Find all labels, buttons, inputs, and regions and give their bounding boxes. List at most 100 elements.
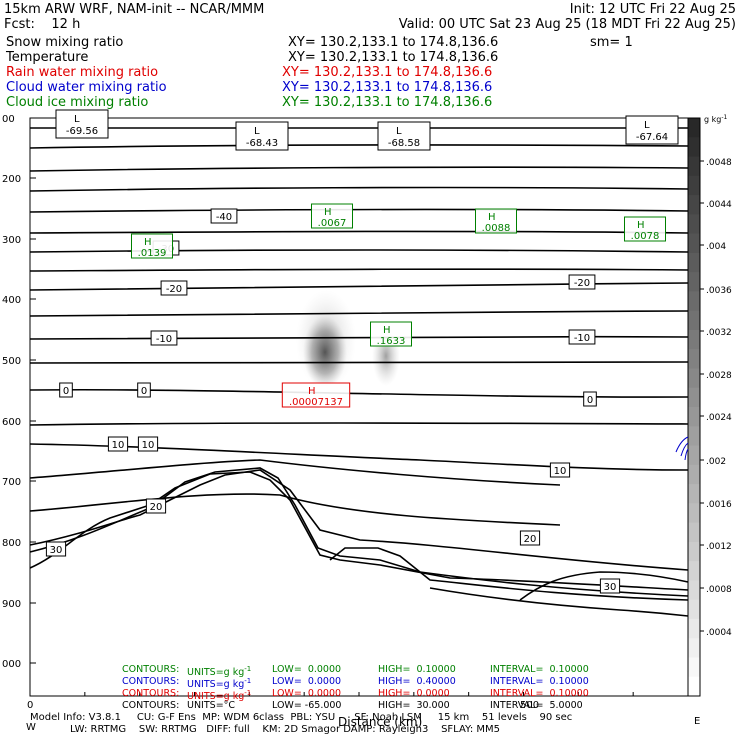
- max-value-letter: H: [308, 386, 316, 397]
- min-value-label: -67.64: [636, 132, 668, 143]
- direction-east: E: [694, 716, 700, 727]
- max-value-label: .00007137: [289, 397, 343, 408]
- max-value-label: .0139: [138, 248, 167, 259]
- colorbar-band: [688, 599, 700, 620]
- isotherm-label: 20: [150, 502, 163, 513]
- colorbar-band: [688, 387, 700, 408]
- field-name: Cloud water mixing ratio: [6, 80, 167, 95]
- field-xy: XY= 130.2,133.1 to 174.8,136.6: [288, 50, 499, 65]
- colorbar-band: [688, 291, 700, 312]
- field-xy: XY= 130.2,133.1 to 174.8,136.6: [282, 95, 493, 110]
- max-value-box: [370, 321, 412, 347]
- colorbar-band: [688, 676, 700, 697]
- contour-info-units: UNITS=g kg-1: [187, 689, 252, 703]
- contour-info-interval: INTERVAL= 0.10000: [490, 676, 589, 687]
- colorbar-band: [688, 561, 700, 581]
- min-value-letter: L: [644, 120, 650, 131]
- max-value-letter: H: [637, 220, 645, 231]
- y-tick-label: 600: [2, 417, 21, 428]
- min-value-box: [235, 121, 289, 151]
- max-value-box: [475, 208, 517, 234]
- colorbar-frame: [687, 117, 701, 697]
- colorbar-band: [688, 445, 700, 466]
- footer-physics: LW: RRTMG SW: RRTMG DIFF: full KM: 2D Sm…: [70, 724, 500, 735]
- y-tick-label: 800: [2, 538, 21, 549]
- y-tick-label: 900: [2, 599, 21, 610]
- isotherm-label: 10: [554, 466, 567, 477]
- isotherm-label: 0: [141, 386, 147, 397]
- colorbar-band: [688, 156, 700, 177]
- isotherm-label: -20: [574, 278, 590, 289]
- min-value-label: -69.56: [66, 126, 98, 137]
- max-value-box: [311, 203, 353, 229]
- colorbar-tick-label: .0012: [706, 542, 732, 552]
- colorbar-band: [688, 464, 700, 485]
- cloud-water-contour: [680, 442, 689, 457]
- isotherm-line: [29, 166, 689, 172]
- contour-info-interval: INTERVAL= 0.10000: [490, 664, 589, 675]
- isotherm-label-box: [549, 462, 571, 478]
- unit-exponent: -1: [244, 665, 252, 673]
- isotherm-label-box: [145, 498, 167, 514]
- isotherm-line: [29, 249, 689, 253]
- colorbar-band: [688, 214, 700, 235]
- field-xy: XY= 130.2,133.1 to 174.8,136.6: [282, 65, 493, 80]
- colorbar-tick-label: .0028: [706, 371, 732, 381]
- min-value-box: [55, 109, 109, 139]
- header-fcst: Fcst: 12 h: [4, 17, 81, 32]
- min-value-letter: L: [396, 126, 402, 137]
- min-value-letter: L: [74, 114, 80, 125]
- isotherm-label: -20: [166, 284, 182, 295]
- min-value-box: [377, 121, 431, 151]
- field-xy: XY= 130.2,133.1 to 174.8,136.6: [288, 35, 499, 50]
- isotherm-label-box: [210, 208, 238, 224]
- field-name: Temperature: [6, 50, 89, 65]
- y-tick-label: 500: [2, 356, 21, 367]
- colorbar-band: [688, 368, 700, 389]
- isotherm-label-box: [150, 330, 178, 346]
- colorbar-unit: g kg-1: [704, 114, 728, 124]
- isotherm-label: 30: [50, 545, 63, 556]
- isotherm-label: 0: [63, 386, 69, 397]
- contour-info-label: CONTOURS:: [122, 676, 180, 687]
- colorbar-band: [688, 522, 700, 543]
- plot-frame: [29, 117, 689, 697]
- max-value-letter: H: [383, 325, 391, 336]
- field-xy: XY= 130.2,133.1 to 174.8,136.6: [282, 80, 493, 95]
- isotherm-label-box: [59, 382, 73, 398]
- max-value-box: [131, 233, 173, 259]
- isotherm-label: 10: [112, 440, 125, 451]
- isotherm-line: [29, 493, 561, 526]
- colorbar-band: [688, 233, 700, 254]
- colorbar-band: [688, 503, 700, 524]
- colorbar-band: [688, 310, 700, 331]
- isotherm-line: [29, 459, 561, 486]
- x-axis-label: Distance (km): [338, 715, 422, 729]
- isotherm-label-box: [568, 329, 596, 345]
- colorbar-tick-label: .004: [706, 242, 726, 252]
- snow-shading-halo: [296, 290, 356, 390]
- contour-info-high: HIGH= 0.40000: [378, 676, 456, 687]
- colorbar-tick-label: .0048: [706, 158, 732, 168]
- colorbar-band: [688, 541, 700, 562]
- field-name: Snow mixing ratio: [6, 35, 124, 50]
- isotherm-label-box: [160, 280, 188, 296]
- colorbar-band: [688, 426, 700, 447]
- contour-info-label: CONTOURS:: [122, 688, 180, 699]
- max-value-box: [281, 382, 351, 408]
- colorbar-band: [688, 349, 700, 369]
- min-value-box: [625, 115, 679, 145]
- colorbar-tick-label: .0032: [706, 328, 732, 338]
- contour-info-interval: INTERVAL= 5.0000: [490, 700, 583, 711]
- min-value-label: -68.58: [388, 138, 420, 149]
- colorbar-band: [688, 272, 700, 292]
- field-name: Cloud ice mixing ratio: [6, 95, 149, 110]
- cloud-water-contour: [684, 448, 689, 461]
- x-tick-label: 500: [520, 700, 539, 711]
- y-tick-label: 200: [2, 174, 21, 185]
- terrain-outline: [29, 467, 689, 597]
- contour-info-low: LOW= 0.0000: [272, 676, 342, 687]
- colorbar-band: [688, 638, 700, 658]
- isotherm-line: [29, 208, 689, 213]
